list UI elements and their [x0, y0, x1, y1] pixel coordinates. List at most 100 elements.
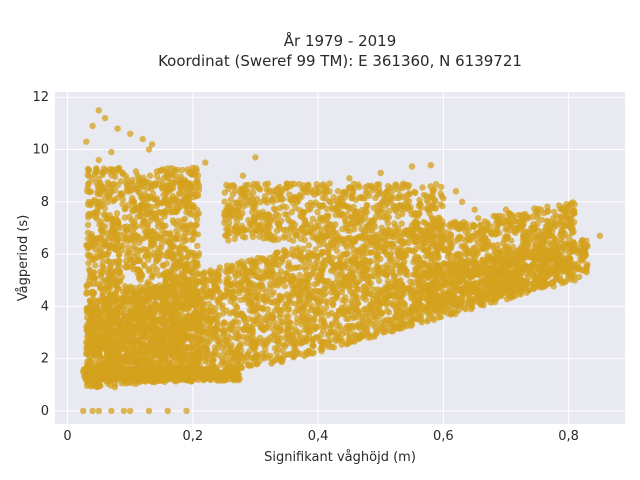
data-point: [421, 239, 429, 246]
data-point: [471, 222, 478, 229]
data-point: [570, 207, 577, 215]
data-point: [264, 336, 272, 343]
data-point: [186, 210, 193, 217]
data-point: [389, 267, 396, 274]
data-point: [133, 182, 140, 189]
data-point: [221, 319, 228, 326]
data-point: [185, 287, 193, 295]
data-point: [312, 252, 319, 260]
data-point: [312, 295, 319, 302]
data-point: [474, 230, 481, 237]
data-point: [519, 221, 526, 228]
data-point: [378, 319, 385, 326]
data-point: [289, 276, 296, 284]
data-point: [435, 314, 442, 321]
data-point: [158, 240, 165, 247]
data-points: [80, 107, 604, 415]
data-point: [254, 254, 261, 262]
data-point: [405, 247, 413, 254]
data-point: [105, 215, 112, 223]
data-point: [392, 261, 400, 269]
data-point: [273, 324, 281, 331]
data-point: [252, 294, 260, 302]
data-point: [490, 212, 497, 220]
data-point: [503, 232, 511, 239]
data-point: [240, 316, 248, 323]
data-point: [131, 284, 138, 292]
data-point: [347, 269, 354, 277]
data-point: [233, 346, 241, 353]
data-point: [174, 231, 181, 238]
data-point: [300, 245, 307, 252]
data-point: [372, 324, 379, 331]
data-point: [94, 254, 101, 261]
data-point: [275, 275, 283, 283]
data-point: [132, 293, 139, 301]
data-point: [121, 223, 128, 231]
data-point: [359, 313, 366, 320]
data-point: [268, 360, 275, 367]
data-point: [112, 297, 120, 305]
data-point: [211, 344, 219, 351]
data-point: [384, 294, 391, 301]
data-point: [252, 343, 259, 350]
data-point: [233, 304, 240, 312]
data-point: [307, 263, 314, 270]
data-point: [208, 294, 215, 301]
data-point: [534, 208, 541, 215]
data-point: [473, 248, 480, 255]
data-point: [359, 243, 366, 251]
data-point: [242, 326, 249, 333]
data-point: [546, 232, 554, 239]
data-point: [130, 220, 137, 227]
data-point: [304, 349, 311, 356]
data-point: [526, 230, 534, 237]
data-point: [328, 296, 335, 303]
data-point: [102, 194, 109, 202]
data-point: [369, 299, 377, 307]
data-point: [444, 310, 452, 317]
data-point: [83, 290, 90, 297]
data-point: [400, 284, 407, 291]
data-point: [102, 285, 110, 292]
data-point: [135, 323, 142, 330]
data-point: [97, 285, 104, 292]
data-point: [243, 339, 251, 346]
data-point: [566, 221, 573, 228]
data-point: [254, 288, 262, 295]
data-point: [375, 243, 382, 251]
data-point: [343, 273, 350, 281]
data-point: [499, 213, 506, 220]
data-point: [115, 303, 123, 311]
data-point: [314, 264, 321, 272]
data-point: [295, 335, 303, 342]
data-point: [206, 320, 213, 327]
data-point: [355, 320, 362, 328]
data-point: [281, 282, 288, 290]
data-point: [234, 319, 242, 326]
data-point: [333, 318, 340, 326]
data-point: [234, 330, 241, 337]
data-point: [352, 332, 359, 339]
data-point: [453, 252, 460, 259]
data-point: [337, 272, 344, 279]
data-point: [318, 331, 325, 339]
data-point: [297, 317, 304, 324]
data-point: [312, 246, 319, 253]
data-point: [405, 285, 413, 292]
data-point: [331, 279, 339, 287]
data-point: [212, 350, 219, 358]
data-point: [511, 217, 519, 224]
data-point: [294, 349, 301, 356]
data-point: [310, 268, 317, 276]
data-point: [153, 256, 161, 264]
data-point: [246, 361, 253, 369]
data-point: [108, 187, 115, 194]
data-point: [296, 271, 303, 279]
data-point: [168, 165, 175, 172]
data-point: [222, 268, 229, 275]
data-point: [272, 261, 280, 268]
data-point: [124, 348, 131, 356]
data-point: [452, 310, 459, 318]
data-point: [217, 290, 225, 297]
